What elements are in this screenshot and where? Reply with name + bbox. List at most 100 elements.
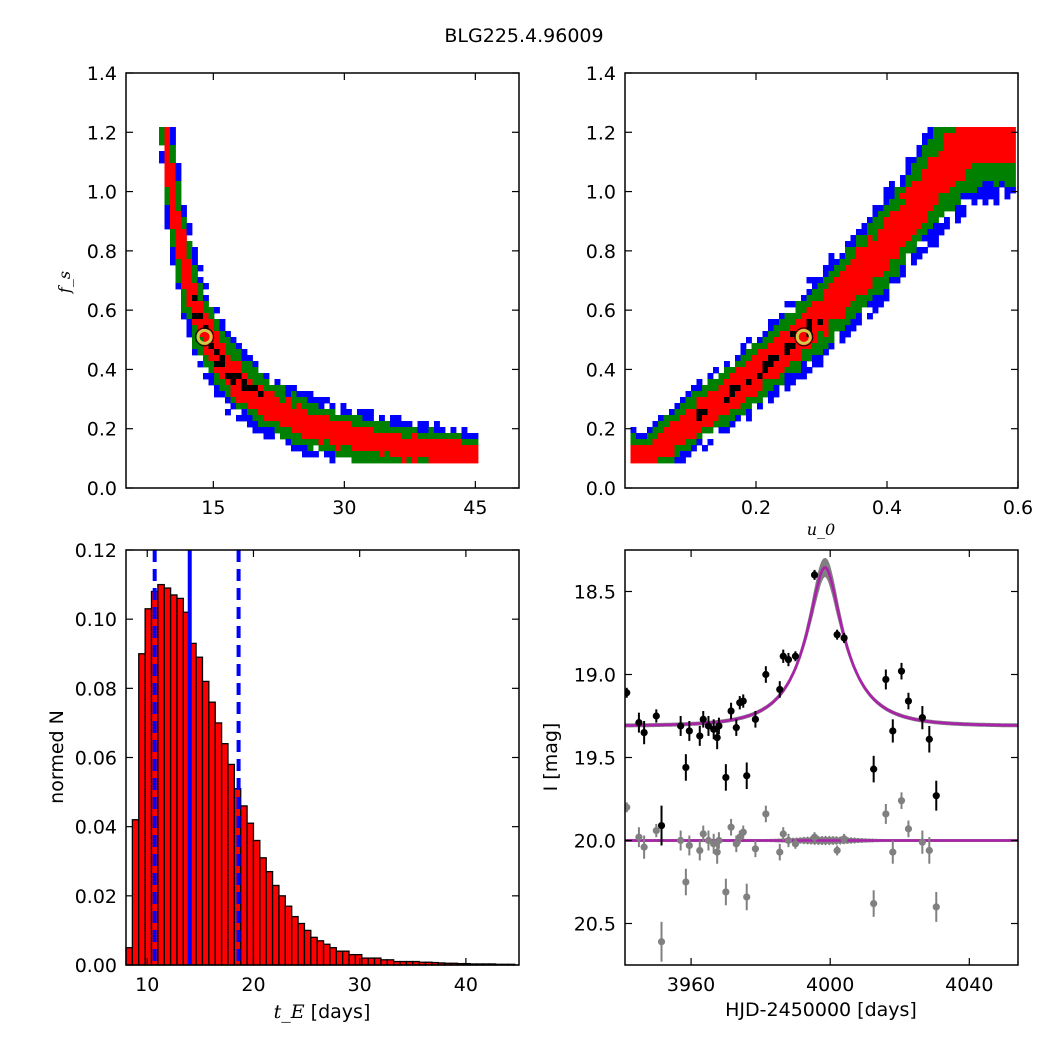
u0-fs-inner-cell [839,271,846,278]
tE-fs-ytick-label: 0.4 [87,359,117,381]
u0-fs-inner-cell [867,265,873,272]
u0-fs-inner-cell [911,217,917,224]
tE-fs-middle-cell [428,433,435,440]
u0-fs-inner-cell [757,367,763,374]
u0-fs-inner-cell [894,211,901,218]
u0-fs-inner-cell [1004,133,1011,140]
tE-fs-ytick-label: 0.8 [87,241,117,263]
u0-fs-middle-cell [916,235,923,242]
u0-fs-inner-cell [751,379,758,386]
tE-fs-ytick-label: 0.0 [87,478,117,500]
u0-fs-inner-cell [1004,157,1011,164]
u0-fs-middle-cell [839,259,846,266]
u0-fs-inner-cell [988,151,994,158]
u0-fs-middle-cell [817,343,824,350]
tE-fs-middle-cell [192,331,198,338]
u0-fs-middle-cell [828,271,835,278]
u0-fs-middle-cell [955,181,961,188]
u0-fs-inner-cell [878,241,884,248]
tE-fs-inner-cell [384,439,391,446]
tE-fs-outer-cell [214,385,220,392]
tE-fs-middle-cell [181,223,187,230]
u0-fs-middle-cell [663,415,670,422]
tE-fs-inner-cell [203,337,209,344]
u0-fs-middle-cell [938,211,945,218]
u0-fs-inner-cell [1010,127,1016,134]
tE-fs-outer-cell [186,223,193,230]
u0-fs-axes-frame [624,72,1019,489]
tE-fs-inner-cell [417,451,424,458]
u0-fs-inner-cell [740,373,747,380]
tE-fs-outer-cell [252,427,259,434]
tE-fs-middle-cell [186,241,193,248]
u0-fs-inner-cell [949,133,956,140]
tE-fs-core-cell [247,385,253,392]
u0-fs-middle-cell [685,403,692,410]
u0-fs-inner-cell [993,151,1000,158]
u0-fs-inner-cell [691,409,697,416]
u0-fs-inner-cell [960,145,967,152]
tE-fs-inner-cell [384,433,391,440]
u0-fs-inner-cell [812,337,818,344]
u0-fs-inner-cell [757,361,763,368]
u0-fs-inner-cell [916,217,923,224]
u0-fs-middle-cell [927,217,934,224]
u0-fs-outer-cell [812,361,818,368]
tE-fs-middle-cell [175,181,182,188]
u0-fs-inner-cell [669,421,675,428]
u0-fs-inner-cell [894,235,901,242]
tE-fs-outer-cell [225,397,231,404]
u0-fs-inner-cell [966,163,972,170]
u0-fs-inner-cell [839,295,846,302]
u0-fs-middle-cell [944,193,950,200]
tE-fs-outer-cell [296,445,303,452]
u0-fs-middle-cell [806,355,813,362]
u0-fs-inner-cell [801,319,807,326]
u0-fs-inner-cell [988,145,994,152]
u0-fs-inner-cell [735,403,741,410]
photometry-point [776,685,784,694]
u0-fs-outer-cell [988,187,994,194]
u0-fs-outer-cell [883,289,890,296]
u0-fs-outer-cell [691,385,697,392]
u0-fs-middle-cell [768,337,774,344]
tE-fs-outer-cell [203,283,209,290]
u0-fs-inner-cell [718,385,725,392]
u0-fs-middle-cell [746,397,752,404]
tE-fs-middle-cell [203,307,209,314]
u0-fs-inner-cell [905,199,912,206]
u0-fs-inner-cell [751,355,758,362]
tE-fs-middle-cell [357,451,363,458]
u0-fs-inner-cell [993,127,1000,134]
u0-fs-middle-cell [691,403,697,410]
tE-fs-inner-cell [450,451,457,458]
u0-fs-inner-cell [790,325,796,332]
u0-fs-outer-cell [768,319,774,326]
u0-fs-middle-cell [647,439,653,446]
tE-fs-inner-cell [236,361,242,368]
tE-fs-inner-cell [406,445,413,452]
u0-fs-outer-cell [839,331,846,338]
u0-fs-inner-cell [735,379,741,386]
u0-fs-middle-cell [806,349,813,356]
residual-point [715,836,723,845]
u0-fs-inner-cell [817,325,824,332]
u0-fs-middle-cell [993,181,1000,188]
u0-fs-middle-cell [680,409,686,416]
histogram-bar [259,857,267,966]
u0-fs-middle-cell [938,127,945,134]
tE-fs-inner-cell [368,433,374,440]
tE-fs-inner-cell [186,277,193,284]
u0-fs-inner-cell [960,157,967,164]
residual-point [685,841,693,850]
u0-fs-inner-cell [779,361,785,368]
tE-fs-inner-cell [302,409,308,416]
u0-fs-inner-cell [999,151,1005,158]
tE-fs-inner-cell [164,127,171,134]
u0-fs-inner-cell [883,265,890,272]
u0-fs-outer-cell [982,181,989,188]
u0-fs-middle-cell [977,181,983,188]
u0-fs-middle-cell [713,379,719,386]
u0-fs-heatmap [630,127,1016,464]
tE-fs-middle-cell [225,349,231,356]
